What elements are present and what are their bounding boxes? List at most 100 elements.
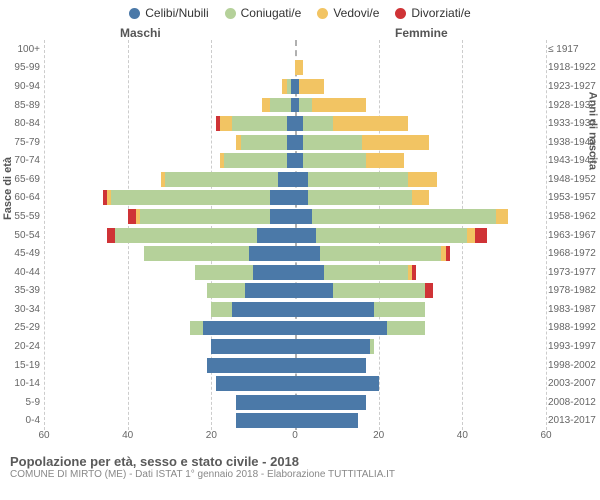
age-label: 60-64	[4, 192, 40, 203]
female-bar	[295, 190, 429, 205]
age-label: 10-14	[4, 378, 40, 389]
male-bar	[207, 283, 295, 298]
age-label: 20-24	[4, 341, 40, 352]
x-axis: 6040200204060	[44, 430, 546, 448]
bar-segment-coniugati	[387, 321, 425, 336]
footer: Popolazione per età, sesso e stato civil…	[0, 448, 600, 490]
bar-segment-celibi	[295, 339, 370, 354]
bar-segment-vedovi	[295, 60, 303, 75]
bar-segment-vedovi	[412, 190, 429, 205]
bar-segment-coniugati	[115, 228, 257, 243]
bar-segment-coniugati	[224, 153, 287, 168]
male-bar	[220, 153, 295, 168]
bar-segment-celibi	[216, 376, 295, 391]
bar-segment-celibi	[257, 228, 295, 243]
female-bar	[295, 246, 450, 261]
pyramid-row: 70-741943-1947	[44, 151, 546, 170]
legend-label: Celibi/Nubili	[145, 6, 208, 20]
bar-segment-celibi	[295, 228, 316, 243]
bar-segment-celibi	[287, 153, 295, 168]
bar-segment-celibi	[295, 209, 312, 224]
age-label: 65-69	[4, 174, 40, 185]
male-bar	[236, 395, 295, 410]
bar-segment-coniugati	[333, 283, 425, 298]
legend-label: Vedovi/e	[333, 6, 379, 20]
chart-area: 100+≤ 191795-991918-192290-941923-192785…	[44, 40, 546, 430]
bar-segment-celibi	[253, 265, 295, 280]
female-bar	[295, 339, 374, 354]
bar-segment-celibi	[295, 172, 308, 187]
birth-year-label: 1983-1987	[548, 304, 600, 315]
age-label: 30-34	[4, 304, 40, 315]
bar-segment-coniugati	[190, 321, 203, 336]
male-bar	[216, 116, 295, 131]
birth-year-label: 1963-1967	[548, 230, 600, 241]
bar-segment-coniugati	[144, 246, 249, 261]
birth-year-label: 1938-1942	[548, 137, 600, 148]
pyramid-row: 95-991918-1922	[44, 59, 546, 78]
female-bar	[295, 135, 429, 150]
birth-year-label: 1988-1992	[548, 322, 600, 333]
age-label: 15-19	[4, 360, 40, 371]
age-label: 45-49	[4, 248, 40, 259]
pyramid-row: 75-791938-1942	[44, 133, 546, 152]
grid-line	[546, 40, 547, 430]
pyramid-row: 100+≤ 1917	[44, 40, 546, 59]
pyramid-row: 10-142003-2007	[44, 374, 546, 393]
pyramid-row: 50-541963-1967	[44, 226, 546, 245]
bar-segment-celibi	[295, 153, 303, 168]
bar-segment-coniugati	[111, 190, 270, 205]
bar-segment-celibi	[236, 413, 295, 428]
bar-segment-coniugati	[320, 246, 441, 261]
birth-year-label: 1948-1952	[548, 174, 600, 185]
pyramid-row: 80-841933-1937	[44, 114, 546, 133]
male-bar	[144, 246, 295, 261]
bar-segment-coniugati	[140, 209, 270, 224]
age-label: 100+	[4, 44, 40, 55]
male-bar	[236, 413, 295, 428]
legend-label: Divorziati/e	[411, 6, 470, 20]
x-tick: 40	[457, 430, 468, 441]
female-bar	[295, 358, 366, 373]
bar-segment-vedovi	[333, 116, 408, 131]
male-bar	[211, 339, 295, 354]
pyramid-row: 15-191998-2002	[44, 356, 546, 375]
male-bar	[216, 376, 295, 391]
age-label: 25-29	[4, 322, 40, 333]
female-bar	[295, 79, 324, 94]
bar-segment-celibi	[270, 190, 295, 205]
age-label: 40-44	[4, 267, 40, 278]
bar-segment-celibi	[270, 209, 295, 224]
bar-segment-vedovi	[312, 98, 366, 113]
female-bar	[295, 283, 433, 298]
birth-year-label: ≤ 1917	[548, 44, 600, 55]
female-bar	[295, 228, 487, 243]
pyramid-row: 40-441973-1977	[44, 263, 546, 282]
bar-segment-coniugati	[303, 153, 366, 168]
bar-segment-celibi	[295, 395, 366, 410]
age-label: 70-74	[4, 155, 40, 166]
pyramid-row: 90-941923-1927	[44, 77, 546, 96]
pyramid-row: 35-391978-1982	[44, 282, 546, 301]
birth-year-label: 1918-1922	[548, 62, 600, 73]
bar-segment-vedovi	[299, 79, 324, 94]
birth-year-label: 1923-1927	[548, 81, 600, 92]
female-bar	[295, 413, 358, 428]
age-label: 35-39	[4, 285, 40, 296]
pyramid-row: 45-491968-1972	[44, 244, 546, 263]
bar-segment-celibi	[295, 135, 303, 150]
bar-segment-vedovi	[408, 172, 437, 187]
bar-segment-coniugati	[207, 283, 245, 298]
bar-segment-coniugati	[232, 116, 286, 131]
age-label: 80-84	[4, 118, 40, 129]
bar-segment-coniugati	[241, 135, 287, 150]
pyramid-row: 65-691948-1952	[44, 170, 546, 189]
legend-item: Vedovi/e	[317, 6, 379, 20]
male-header: Maschi	[120, 26, 161, 40]
bar-segment-divorziati	[107, 228, 115, 243]
birth-year-label: 1998-2002	[548, 360, 600, 371]
pyramid-row: 5-92008-2012	[44, 393, 546, 412]
male-bar	[195, 265, 295, 280]
birth-year-label: 2008-2012	[548, 397, 600, 408]
x-tick: 60	[38, 430, 49, 441]
